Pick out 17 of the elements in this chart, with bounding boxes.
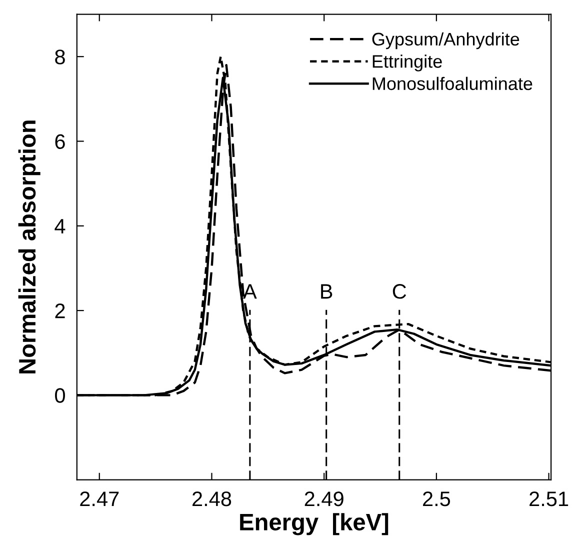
x-tick-label: 2.51 bbox=[530, 491, 568, 506]
ref-line-label: C bbox=[392, 284, 406, 299]
y-tick-label: 2 bbox=[55, 304, 65, 318]
x-tick-label: 2.47 bbox=[80, 491, 119, 506]
x-tick-label: 2.48 bbox=[192, 491, 232, 506]
y-axis-title: Normalized absorption bbox=[18, 120, 40, 374]
legend-label: Monosulfoaluminate bbox=[372, 76, 532, 90]
y-tick-label: 0 bbox=[55, 388, 65, 403]
y-tick-label: 6 bbox=[55, 134, 65, 149]
legend-label: Gypsum/Anhydrite bbox=[372, 32, 520, 50]
y-tick-label: 4 bbox=[54, 219, 66, 234]
ref-line-label: B bbox=[321, 284, 332, 299]
x-axis-title: Energy [keV] bbox=[240, 513, 388, 536]
x-tick-label: 2.49 bbox=[304, 491, 344, 506]
y-tick-label: 8 bbox=[55, 50, 65, 64]
x-tick-label: 2.5 bbox=[423, 491, 450, 506]
legend-label: Ettringite bbox=[372, 54, 442, 72]
